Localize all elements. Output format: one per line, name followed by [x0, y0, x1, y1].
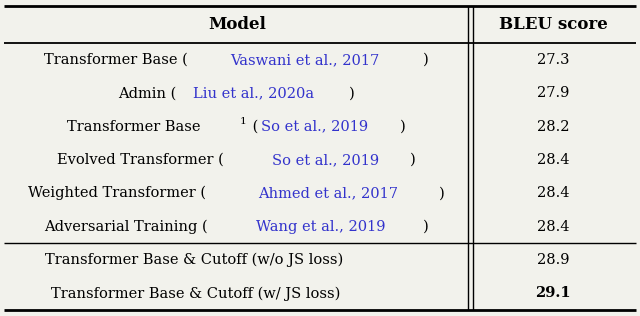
Text: ): ) [438, 186, 444, 200]
Text: Adversarial Training (: Adversarial Training ( [44, 219, 208, 234]
Text: ): ) [422, 53, 428, 67]
Text: ): ) [400, 119, 406, 134]
Text: So et al., 2019: So et al., 2019 [262, 119, 369, 134]
Text: Transformer Base & Cutoff (w/ JS loss): Transformer Base & Cutoff (w/ JS loss) [51, 286, 340, 301]
Text: 29.1: 29.1 [536, 286, 571, 300]
Text: Transformer Base (: Transformer Base ( [44, 53, 188, 67]
Text: 28.4: 28.4 [537, 153, 570, 167]
Text: Model: Model [208, 16, 266, 33]
Text: 28.9: 28.9 [537, 253, 570, 267]
Text: Vaswani et al., 2017: Vaswani et al., 2017 [230, 53, 379, 67]
Text: ): ) [422, 220, 428, 234]
Text: 27.9: 27.9 [537, 86, 570, 100]
Text: Transformer Base: Transformer Base [67, 119, 201, 134]
Text: 1: 1 [239, 117, 246, 126]
Text: Weighted Transformer (: Weighted Transformer ( [28, 186, 206, 200]
Text: Ahmed et al., 2017: Ahmed et al., 2017 [258, 186, 398, 200]
Text: Admin (: Admin ( [118, 86, 176, 100]
Text: Wang et al., 2019: Wang et al., 2019 [255, 220, 385, 234]
Text: 28.4: 28.4 [537, 186, 570, 200]
Text: ): ) [349, 86, 355, 100]
Text: So et al., 2019: So et al., 2019 [272, 153, 379, 167]
Text: 28.2: 28.2 [537, 119, 570, 134]
Text: Transformer Base & Cutoff (w/o JS loss): Transformer Base & Cutoff (w/o JS loss) [45, 253, 343, 267]
Text: 28.4: 28.4 [537, 220, 570, 234]
Text: Liu et al., 2020a: Liu et al., 2020a [193, 86, 314, 100]
Text: Evolved Transformer (: Evolved Transformer ( [57, 153, 223, 167]
Text: 27.3: 27.3 [537, 53, 570, 67]
Text: BLEU score: BLEU score [499, 16, 607, 33]
Text: (: ( [248, 119, 259, 134]
Text: ): ) [410, 153, 416, 167]
